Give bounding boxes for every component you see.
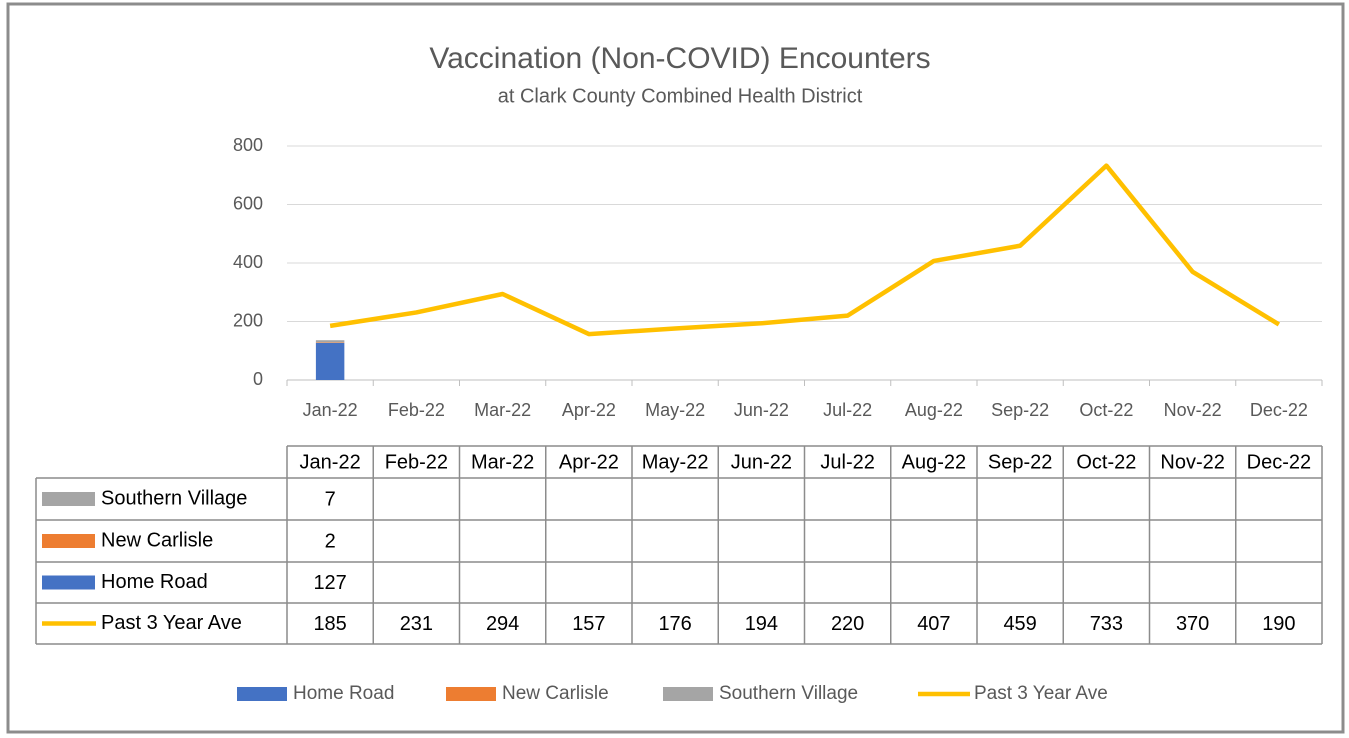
- table-cell: 407: [917, 613, 950, 635]
- table-row-label: New Carlisle: [101, 529, 213, 551]
- table-cell: 231: [400, 613, 433, 635]
- legend-key: [663, 687, 713, 701]
- legend-label: Home Road: [293, 683, 394, 704]
- table-cell: 2: [325, 530, 336, 552]
- x-tick-label: Dec-22: [1250, 400, 1308, 420]
- x-tick-label: Oct-22: [1079, 400, 1133, 420]
- x-tick-label: Feb-22: [388, 400, 445, 420]
- table-header: Apr-22: [559, 451, 619, 473]
- table-legend-key: [42, 575, 95, 590]
- y-tick-label: 800: [233, 135, 263, 155]
- table-cell: 127: [313, 572, 346, 594]
- table-cell: 176: [658, 613, 691, 635]
- x-tick-label: May-22: [645, 400, 705, 420]
- x-tick-label: Apr-22: [562, 400, 616, 420]
- table-header: Sep-22: [988, 451, 1053, 473]
- table-legend-key: [42, 492, 95, 506]
- line-series: [329, 163, 1281, 337]
- y-tick-label: 0: [253, 369, 263, 389]
- table-header: Aug-22: [902, 451, 967, 473]
- x-tick-label: Aug-22: [905, 400, 963, 420]
- legend-label: Past 3 Year Ave: [974, 683, 1108, 704]
- x-tick-label: Jul-22: [823, 400, 872, 420]
- table-header: Dec-22: [1247, 451, 1311, 473]
- table-cell: 194: [745, 613, 778, 635]
- legend-key: [237, 687, 287, 701]
- bar: [315, 340, 345, 343]
- table-cell: 185: [313, 613, 346, 635]
- table-header: Jan-22: [300, 451, 361, 473]
- table-header: Jul-22: [820, 451, 874, 473]
- table-legend-key: [42, 534, 95, 548]
- y-tick-label: 400: [233, 252, 263, 272]
- table-row-label: Home Road: [101, 571, 208, 593]
- table-cell: 220: [831, 613, 864, 635]
- table-cell: 459: [1003, 613, 1036, 635]
- table-cell: 294: [486, 613, 519, 635]
- x-tick-label: Jun-22: [734, 400, 789, 420]
- x-tick-label: Jan-22: [303, 400, 358, 420]
- y-tick-label: 200: [233, 310, 263, 330]
- table-cell: 157: [572, 613, 605, 635]
- table-cell: 7: [325, 488, 336, 510]
- x-tick-label: Mar-22: [474, 400, 531, 420]
- table-row-label: Past 3 Year Ave: [101, 612, 242, 634]
- table-header: Jun-22: [731, 451, 792, 473]
- table-header: Mar-22: [471, 451, 534, 473]
- table-cell: 190: [1262, 613, 1295, 635]
- x-tick-label: Sep-22: [991, 400, 1049, 420]
- y-tick-label: 600: [233, 193, 263, 213]
- legend-label: New Carlisle: [502, 683, 609, 704]
- table-header: Feb-22: [385, 451, 448, 473]
- bar: [315, 342, 345, 380]
- chart-title: Vaccination (Non-COVID) Encounters: [429, 42, 930, 75]
- bar: [315, 342, 345, 343]
- table-header: May-22: [642, 451, 709, 473]
- table-row-label: Southern Village: [101, 487, 247, 509]
- table-header: Oct-22: [1076, 451, 1136, 473]
- chart-border: [6, 2, 1345, 734]
- legend-label: Southern Village: [719, 683, 858, 704]
- chart-subtitle: at Clark County Combined Health District: [498, 85, 863, 107]
- legend-key: [446, 687, 496, 701]
- table-cell: 370: [1176, 613, 1209, 635]
- table-cell: 733: [1090, 613, 1123, 635]
- x-tick-label: Nov-22: [1164, 400, 1222, 420]
- table-header: Nov-22: [1160, 451, 1224, 473]
